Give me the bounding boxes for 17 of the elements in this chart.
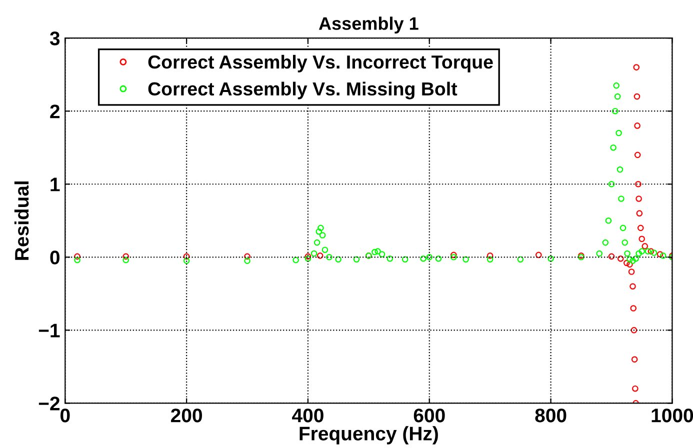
x-tick-label: 400 (292, 408, 324, 422)
legend-label: Correct Assembly Vs. Missing Bolt (148, 82, 458, 100)
chart-title: Assembly 1 (318, 16, 418, 34)
x-axis-title: Frequency (Hz) (300, 426, 438, 444)
y-tick-label: 2 (50, 104, 60, 118)
y-axis-title: Residual (14, 181, 29, 260)
y-tick-label: 1 (50, 178, 60, 192)
x-tick-label: 200 (171, 408, 202, 422)
x-tick-label: 1000 (652, 408, 693, 422)
y-tick-label: 0 (50, 250, 60, 264)
y-tick-label: −2 (38, 396, 60, 410)
x-tick-label: 0 (60, 408, 70, 422)
y-tick-label: 3 (50, 32, 60, 46)
x-tick-label: 800 (535, 408, 566, 422)
legend-label: Correct Assembly Vs. Incorrect Torque (148, 54, 493, 72)
x-tick-label: 600 (414, 408, 445, 422)
y-tick-label: −1 (38, 324, 60, 338)
